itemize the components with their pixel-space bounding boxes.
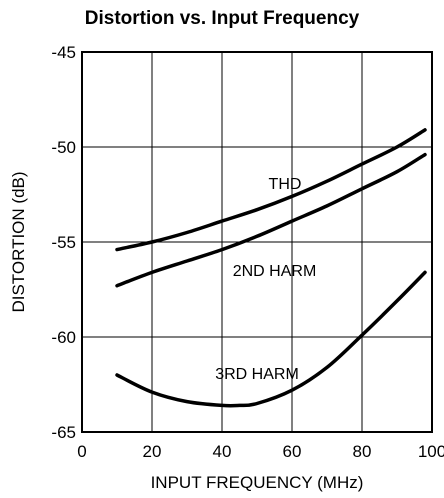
y-axis-label: DISTORTION (dB) [9,171,28,312]
x-tick-label: 60 [283,442,302,461]
series-line-3rd-harm [115,270,427,408]
y-tick-label: -65 [51,423,76,442]
tick-labels: 0 20 40 60 80 100 -65 -60 -55 -50 -45 [51,43,444,461]
series-layer [115,128,427,408]
chart-title: Distortion vs. Input Frequency [84,8,360,29]
x-tick-label: 100 [418,442,444,461]
y-tick-label: -45 [51,43,76,62]
annotations: THD 2ND HARM 3RD HARM [215,176,316,383]
x-tick-label: 80 [353,442,372,461]
plot-frame [81,51,433,433]
x-tick-label: 20 [143,442,162,461]
y-tick-label: -60 [51,328,76,347]
y-tick-label: -55 [51,233,76,252]
x-tick-label: 40 [213,442,232,461]
annotation-2nd-harm: 2ND HARM [233,263,317,280]
y-tick-label: -50 [51,138,76,157]
x-tick-label: 0 [77,442,86,461]
series-line-2nd-harm [115,152,427,288]
annotation-3rd-harm: 3RD HARM [215,366,299,383]
series-line-thd [115,128,427,252]
x-axis-label: INPUT FREQUENCY (MHz) [151,473,364,492]
annotation-thd: THD [269,176,302,193]
